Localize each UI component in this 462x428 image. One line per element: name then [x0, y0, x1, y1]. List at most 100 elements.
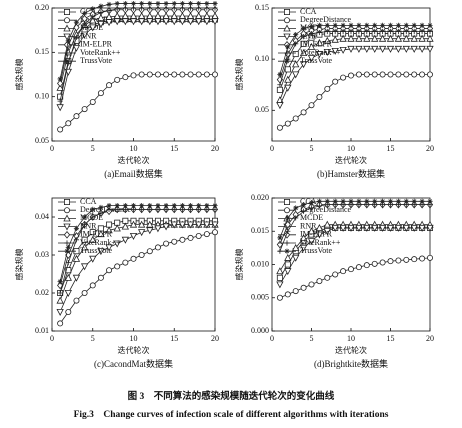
marker: [300, 109, 307, 116]
marker: [186, 221, 195, 229]
marker: [64, 290, 72, 297]
marker: [301, 34, 307, 40]
y-tick-label: 0.05: [255, 105, 269, 114]
legend-marker: [64, 240, 70, 246]
marker: [89, 16, 97, 24]
x-axis-label: 迭代轮次: [335, 155, 367, 165]
marker: [315, 231, 324, 239]
marker: [129, 220, 138, 228]
legend-label: MCDE: [300, 213, 323, 222]
marker: [146, 18, 154, 26]
marker: [292, 254, 300, 262]
x-axis-label: 迭代轮次: [335, 345, 367, 355]
marker: [82, 21, 88, 27]
legend-label: RNR: [80, 31, 97, 40]
subplot: 0.000 0.005 0.010 0.015 0.020 0 5 10 15 20 迭代轮次 感染规…: [234, 193, 434, 369]
marker: [195, 18, 203, 26]
x-tick-label: 20: [426, 144, 434, 153]
legend-label: TrussVote: [300, 56, 332, 65]
marker: [307, 55, 316, 63]
marker: [90, 14, 96, 20]
marker: [57, 320, 64, 327]
legend-marker: [63, 223, 71, 231]
marker: [97, 248, 105, 256]
marker: [178, 221, 187, 229]
legend-label: IM-ELPR: [300, 230, 333, 239]
marker: [195, 221, 203, 229]
marker: [419, 28, 425, 35]
y-tick-label: 0.010: [251, 259, 269, 268]
marker: [179, 71, 186, 78]
marker: [57, 98, 63, 104]
marker: [171, 203, 177, 209]
marker: [64, 273, 72, 281]
marker: [97, 20, 105, 28]
marker: [324, 28, 330, 35]
marker: [57, 279, 63, 285]
marker: [187, 203, 194, 209]
x-axis-label: 迭代轮次: [118, 155, 150, 165]
marker: [196, 203, 202, 209]
marker: [339, 46, 347, 54]
marker: [293, 215, 299, 221]
marker: [363, 45, 371, 53]
marker: [363, 224, 371, 232]
marker: [139, 5, 145, 11]
marker: [403, 71, 410, 78]
series-line: [59, 74, 215, 130]
marker: [292, 71, 300, 79]
legend-marker: [64, 248, 70, 254]
marker: [403, 256, 410, 263]
x-tick-label: 15: [387, 144, 395, 153]
marker: [348, 22, 354, 28]
marker: [89, 24, 97, 32]
marker: [418, 45, 426, 53]
y-tick-label: 0.02: [35, 288, 49, 297]
marker: [293, 41, 299, 47]
x-tick-label: 20: [426, 334, 434, 343]
marker: [411, 22, 417, 28]
marker: [364, 28, 370, 35]
marker: [98, 3, 104, 9]
marker: [316, 29, 322, 36]
series-line: [279, 74, 430, 129]
marker: [372, 28, 378, 35]
marker: [56, 104, 64, 112]
marker: [211, 71, 218, 78]
marker: [284, 291, 291, 298]
marker: [308, 102, 315, 109]
marker: [315, 51, 324, 58]
marker: [163, 0, 169, 7]
marker: [130, 255, 137, 262]
marker: [162, 223, 170, 231]
marker: [402, 45, 410, 53]
y-tick-label: 0.005: [251, 293, 269, 302]
marker: [411, 198, 417, 204]
marker: [402, 34, 410, 42]
marker: [356, 28, 362, 35]
marker: [379, 71, 386, 78]
marker: [355, 45, 363, 53]
marker: [89, 255, 97, 263]
marker: [179, 5, 185, 11]
marker: [73, 19, 80, 25]
marker: [65, 260, 71, 266]
marker: [65, 267, 72, 274]
marker: [411, 71, 418, 78]
figure-title-en: Fig.3 Change curves of infection scale o…: [74, 410, 389, 420]
marker: [378, 34, 387, 42]
marker: [284, 268, 292, 276]
marker: [299, 49, 308, 57]
marker: [276, 267, 284, 275]
marker: [212, 5, 218, 11]
legend-label: TrussVote: [80, 246, 112, 255]
marker: [340, 268, 347, 275]
legend-marker: [63, 214, 71, 222]
x-tick-label: 5: [91, 144, 95, 153]
marker: [387, 258, 394, 265]
marker: [90, 214, 96, 220]
marker: [97, 90, 104, 97]
marker: [380, 198, 386, 204]
marker: [277, 82, 283, 88]
